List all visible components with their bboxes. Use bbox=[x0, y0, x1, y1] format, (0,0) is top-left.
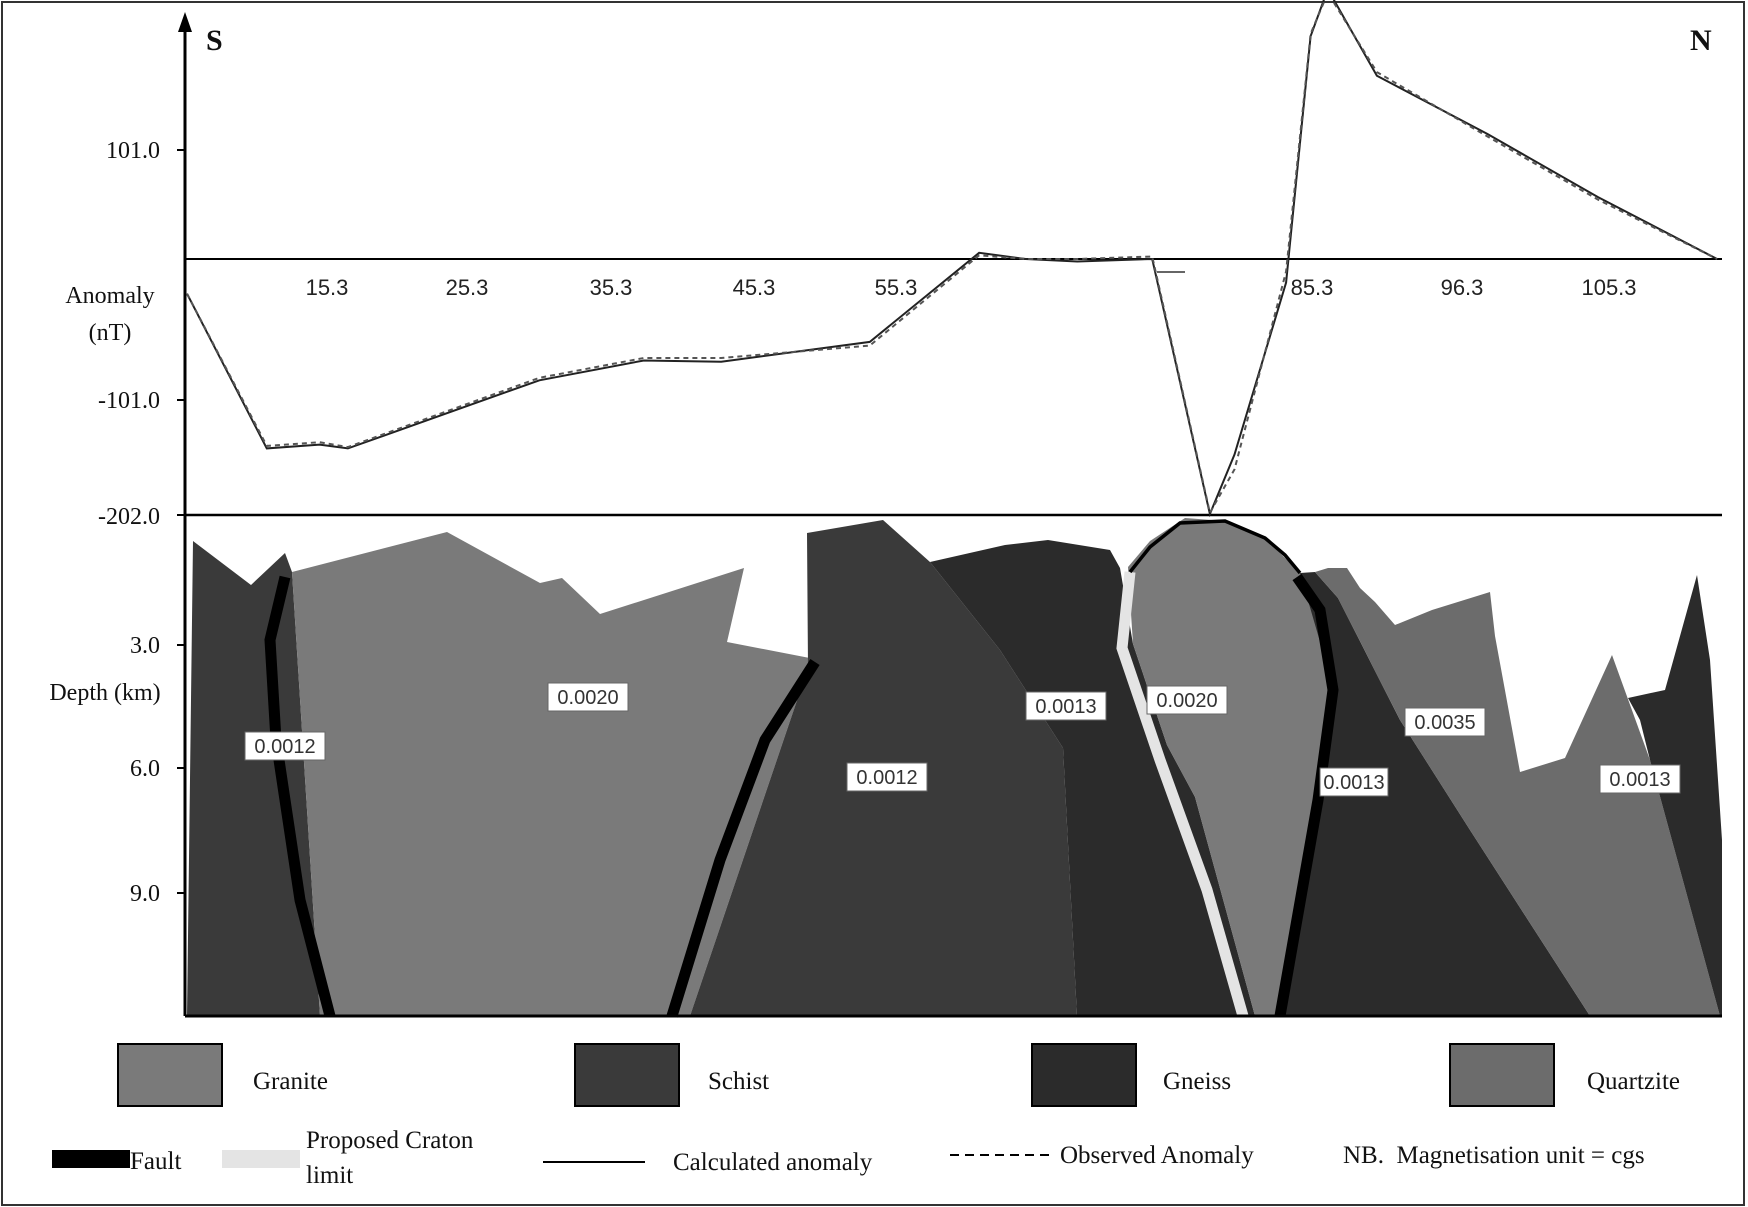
mag-label-box bbox=[547, 682, 629, 712]
central-body-outline bbox=[1128, 519, 1302, 575]
mag-label: 0.0020 bbox=[557, 687, 618, 709]
fault-3 bbox=[1274, 573, 1339, 1017]
mag-label: 0.0012 bbox=[856, 767, 917, 789]
legend-label-gneiss: Gneiss bbox=[1163, 1068, 1231, 1095]
legend-label-schist: Schist bbox=[708, 1068, 769, 1095]
body-schist-left bbox=[187, 541, 320, 1016]
anomaly-axis-unit: (nT) bbox=[89, 320, 132, 346]
body-gneiss-right bbox=[1280, 572, 1590, 1016]
legend-label-craton-1: Proposed Craton bbox=[306, 1127, 474, 1154]
x-tick-label: 25.3 bbox=[446, 275, 489, 300]
cross-section: 0.0012 0.0020 0.0012 0.0013 0.0020 0.001… bbox=[187, 518, 1722, 1018]
legend-label-calculated: Calculated anomaly bbox=[673, 1149, 873, 1176]
axis-arrowhead bbox=[178, 12, 192, 32]
mag-label-box bbox=[1025, 691, 1107, 721]
body-granite-left bbox=[292, 532, 820, 1016]
body-quartzite bbox=[1315, 568, 1720, 1016]
x-tick-label: 15.3 bbox=[306, 275, 349, 300]
anomaly-series bbox=[186, 0, 1718, 518]
depth-tick-label: 3.0 bbox=[130, 633, 160, 659]
mag-label: 0.0020 bbox=[1156, 690, 1217, 712]
body-granite-central bbox=[1128, 518, 1330, 1016]
y-tick-label: 101.0 bbox=[106, 138, 160, 164]
craton-limit bbox=[1116, 571, 1249, 1018]
axes bbox=[177, 12, 1722, 1018]
x-tick-label: 105.3 bbox=[1581, 275, 1636, 300]
magnetisation-labels: 0.0012 0.0020 0.0012 0.0013 0.0020 0.001… bbox=[244, 682, 1681, 797]
y-tick-label: -202.0 bbox=[98, 504, 160, 530]
legend-craton-swatch bbox=[222, 1150, 300, 1168]
depth-tick-label: 9.0 bbox=[130, 881, 160, 907]
direction-right: N bbox=[1690, 24, 1712, 57]
depth-axis-label: Depth (km) bbox=[49, 680, 160, 706]
direction-left: S bbox=[206, 24, 223, 57]
body-gneiss-middle bbox=[930, 540, 1255, 1016]
mag-label-box bbox=[1599, 764, 1681, 794]
legend-label-observed: Observed Anomaly bbox=[1060, 1142, 1254, 1169]
axis-labels: S N 101.0 -101.0 -202.0 Anomaly (nT) 3.0… bbox=[49, 24, 1712, 907]
legend-swatch-gneiss bbox=[1031, 1043, 1137, 1107]
legend-label-fault: Fault bbox=[130, 1148, 181, 1175]
legend-label-craton-2: limit bbox=[306, 1162, 353, 1189]
x-tick-label: 35.3 bbox=[590, 275, 633, 300]
mag-label: 0.0035 bbox=[1414, 712, 1475, 734]
legend-note: NB. Magnetisation unit = cgs bbox=[1343, 1142, 1645, 1169]
depth-tick-label: 6.0 bbox=[130, 756, 160, 782]
legend-label-quartzite: Quartzite bbox=[1587, 1068, 1680, 1095]
mag-label-box bbox=[1146, 685, 1228, 715]
mag-label: 0.0013 bbox=[1035, 696, 1096, 718]
calculated-anomaly-line bbox=[186, 0, 1718, 518]
legend-swatch-schist bbox=[574, 1043, 680, 1107]
mag-label-box bbox=[846, 762, 928, 792]
legend-fault-swatch bbox=[52, 1150, 130, 1168]
fault-2 bbox=[666, 659, 820, 1018]
mag-label-box bbox=[244, 731, 326, 761]
x-tick-label: 55.3 bbox=[875, 275, 918, 300]
mag-label: 0.0012 bbox=[254, 736, 315, 758]
mag-label: 0.0013 bbox=[1323, 772, 1384, 794]
mag-label-box bbox=[1404, 707, 1486, 737]
legend-swatch-quartzite bbox=[1449, 1043, 1555, 1107]
mag-label: 0.0013 bbox=[1609, 769, 1670, 791]
legend-label-granite: Granite bbox=[253, 1068, 328, 1095]
anomaly-axis-label: Anomaly bbox=[65, 283, 154, 309]
y-tick-label: -101.0 bbox=[98, 388, 160, 414]
x-tick-label: 85.3 bbox=[1291, 275, 1334, 300]
observed-anomaly-line bbox=[186, 0, 1718, 516]
x-tick-label: 96.3 bbox=[1441, 275, 1484, 300]
mag-label-box bbox=[1319, 767, 1389, 797]
legend: Granite Schist Gneiss Quartzite Fault Pr… bbox=[52, 1043, 1680, 1189]
legend-swatch-granite bbox=[117, 1043, 223, 1107]
x-tick-label: 45.3 bbox=[733, 275, 776, 300]
body-gneiss-far-right bbox=[1628, 575, 1722, 1016]
